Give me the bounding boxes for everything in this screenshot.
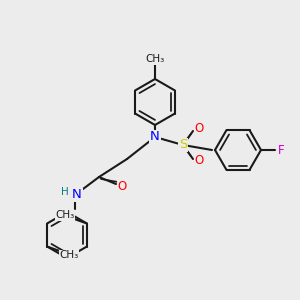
Text: S: S — [179, 139, 187, 152]
Text: O: O — [117, 181, 127, 194]
Text: CH₃: CH₃ — [146, 54, 165, 64]
Text: CH₃: CH₃ — [55, 211, 74, 220]
Text: N: N — [150, 130, 160, 143]
Text: CH₃: CH₃ — [59, 250, 79, 260]
Text: H: H — [61, 187, 69, 197]
Text: N: N — [72, 188, 82, 202]
Text: F: F — [278, 143, 284, 157]
Text: O: O — [194, 122, 204, 136]
Text: O: O — [194, 154, 204, 167]
